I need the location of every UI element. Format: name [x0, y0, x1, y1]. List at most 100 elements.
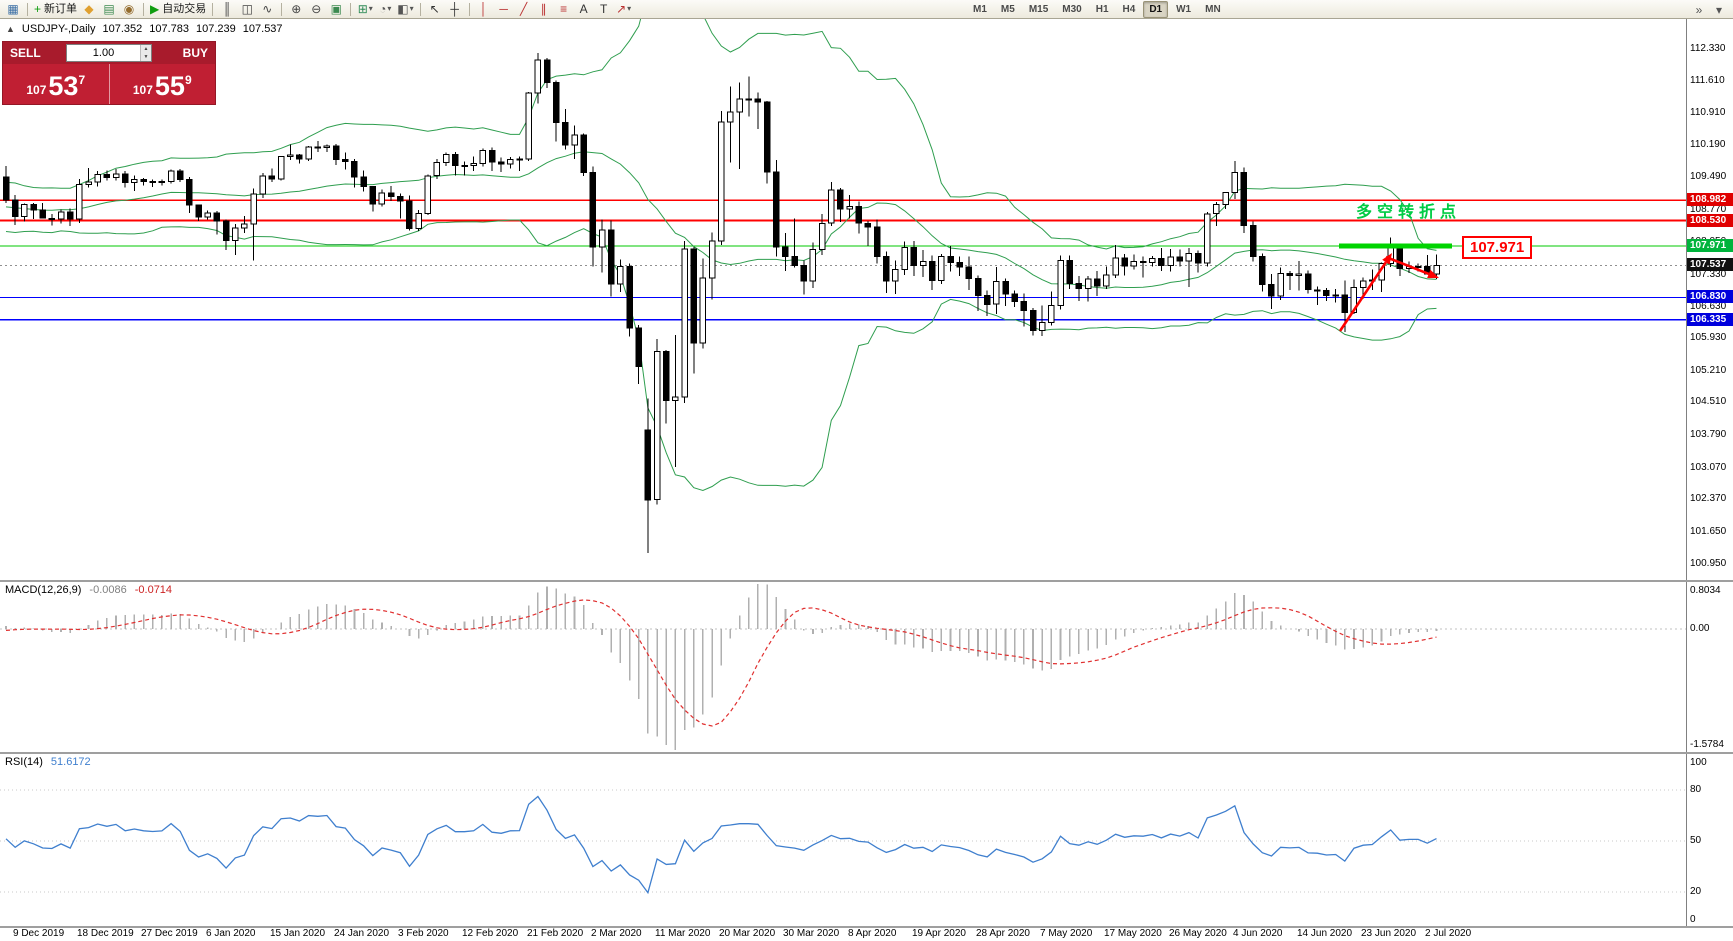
arrows-tool-icon[interactable]: ↗ ▾ [614, 1, 634, 18]
date-axis-label: 20 Mar 2020 [719, 928, 776, 939]
sell-price-pipette: 7 [78, 73, 86, 87]
line-chart-icon[interactable]: ∿ [257, 1, 277, 18]
date-axis-label: 14 Jun 2020 [1297, 928, 1353, 939]
timeframe-d1[interactable]: D1 [1143, 1, 1169, 18]
crosshair-icon[interactable]: ┼ [445, 1, 465, 18]
templates-icon-caret[interactable]: ▾ [409, 4, 414, 13]
indicators-icon[interactable]: ⊞ ▾ [355, 1, 375, 18]
timeframe-m5[interactable]: M5 [1000, 4, 1015, 15]
horizontal-line-icon[interactable]: ─ [494, 1, 514, 18]
sell-price-prefix: 107 [26, 83, 47, 97]
date-axis-label: 23 Jun 2020 [1361, 928, 1417, 939]
toolbar-separator [350, 2, 352, 16]
price-axis-tick: 105.210 [1690, 365, 1727, 376]
timeframe-w1[interactable]: W1 [1176, 4, 1192, 15]
volume-spin-buttons[interactable]: ▲ ▼ [140, 45, 151, 61]
horizontal-level-lines[interactable] [0, 199, 1686, 321]
terminal-icon[interactable]: ▤ [99, 1, 119, 18]
rsi-value: 51.6172 [50, 756, 91, 768]
bar-chart-icon[interactable]: ║ [217, 1, 237, 18]
autotrading-button-glyph: ▶ [150, 2, 160, 16]
collapse-trade-panel-icon[interactable]: ▲ [6, 24, 15, 34]
toolbar-separator [27, 2, 28, 16]
date-axis-label: 12 Feb 2020 [462, 928, 519, 939]
text-label-icon[interactable]: T [594, 1, 614, 18]
price-axis-tick: 107.330 [1690, 269, 1727, 280]
timeframe-m30[interactable]: M30 [1062, 4, 1082, 15]
rsi-dateaxis-divider[interactable] [0, 926, 1733, 928]
text-icon[interactable]: A [574, 1, 594, 18]
text-label-icon-glyph: T [599, 2, 608, 16]
new-chart-icon[interactable]: ▦ [3, 1, 23, 18]
timeframe-m15[interactable]: M15 [1028, 4, 1049, 15]
zoom-out-icon[interactable]: ⊖ [306, 1, 326, 18]
timeframe-h1[interactable]: H1 [1095, 4, 1109, 15]
turning-point-annotation[interactable]: 多空转折点 [1356, 204, 1462, 221]
rsi-line [5, 795, 1437, 895]
channel-icon[interactable]: ∥ [534, 1, 554, 18]
trendline-icon[interactable]: ╱ [514, 1, 534, 18]
price-axis-tick: 108.770 [1690, 204, 1727, 215]
volume-stepper[interactable]: 1.00 ▲ ▼ [66, 44, 152, 62]
date-axis-label: 24 Jan 2020 [334, 928, 390, 939]
terminal-icon-glyph: ▤ [103, 2, 115, 16]
toolbar-menu-icon[interactable]: ▾ [1709, 1, 1729, 18]
zoom-out-icon-glyph: ⊖ [311, 2, 322, 16]
arrows-tool-icon-caret[interactable]: ▾ [627, 4, 632, 13]
rsi-axis-max: 100 [1690, 757, 1707, 768]
drawn-arrows[interactable] [1338, 253, 1439, 332]
price-level-chip: 108.982 [1687, 193, 1733, 206]
cursor-icon[interactable]: ↖ [425, 1, 445, 18]
vertical-line-icon[interactable]: │ [474, 1, 494, 18]
tile-windows-icon[interactable]: ▣ [326, 1, 346, 18]
timeframe-mn[interactable]: MN [1205, 4, 1221, 15]
price-axis-tick: 105.930 [1690, 332, 1727, 343]
macd-axis-min: -1.5784 [1690, 739, 1724, 750]
indicators-icon-caret[interactable]: ▾ [368, 4, 373, 13]
volume-value[interactable]: 1.00 [92, 47, 115, 59]
volume-up-icon[interactable]: ▲ [141, 45, 151, 53]
timeframe-m1[interactable]: M1 [973, 4, 987, 15]
main-macd-divider[interactable] [0, 580, 1733, 582]
timeframe-h4[interactable]: H4 [1122, 4, 1136, 15]
toolbar-overflow-icon[interactable]: » [1689, 1, 1709, 18]
templates-icon[interactable]: ◧ ▾ [395, 1, 415, 18]
bollinger-bands [5, 19, 1437, 492]
buy-button[interactable]: 107 55 9 [110, 64, 216, 104]
metaeditor-icon[interactable]: ◆ [79, 1, 99, 18]
volume-down-icon[interactable]: ▼ [141, 53, 151, 61]
candlestick-chart-icon[interactable]: ◫ [237, 1, 257, 18]
sell-button[interactable]: 107 53 7 [3, 64, 110, 104]
sell-label[interactable]: SELL [10, 46, 41, 60]
date-axis[interactable]: 9 Dec 2019 18 Dec 2019 27 Dec 2019 6 Jan 20… [0, 927, 1733, 941]
price-axis[interactable]: 112.330 111.610 110.910 110.190 109.490 108.7… [1686, 19, 1733, 941]
buy-label[interactable]: BUY [182, 46, 208, 60]
navigator-icon[interactable]: ◉ [119, 1, 139, 18]
autotrading-button[interactable]: ▶ 自动交易 [148, 1, 208, 18]
level-price-tag[interactable]: 107.971 [1462, 236, 1533, 259]
price-axis-tick: 103.070 [1690, 462, 1727, 473]
indicators-icon-glyph: ⊞ [357, 2, 368, 16]
price-axis-tick: 100.950 [1690, 558, 1727, 569]
periods-icon-caret[interactable]: ▾ [387, 4, 392, 13]
crosshair-icon-glyph: ┼ [450, 2, 459, 16]
macd-signal-value: -0.0714 [134, 584, 173, 596]
price-axis-tick: 110.910 [1690, 107, 1726, 118]
zoom-in-icon[interactable]: ⊕ [286, 1, 306, 18]
fibonacci-icon[interactable]: ≡ [554, 1, 574, 18]
candlestick-chart-icon-glyph: ◫ [241, 2, 253, 16]
toolbar-right-icons: » ▾ [1689, 0, 1729, 19]
toolbar-menu-icon-glyph: ▾ [1715, 2, 1723, 17]
macd-rsi-divider[interactable] [0, 752, 1733, 754]
new-order-button-glyph: + [34, 2, 42, 16]
toolbar-icons: ▦ + 新订单 ◆ ▤ ◉ ▶ 自动交易 ║ ◫ ∿ ⊕ ⊖ ▣ ⊞ ▾ ◔ ▾ ◧ ▾ ↖ ┼ │ ─ ╱ ∥ ≡ A T ↗ ▾ [3, 0, 634, 18]
date-axis-label: 3 Feb 2020 [398, 928, 449, 939]
new-order-button[interactable]: + 新订单 [32, 1, 79, 18]
date-axis-label: 9 Dec 2019 [13, 928, 65, 939]
periods-icon[interactable]: ◔ ▾ [375, 1, 395, 18]
date-axis-label: 19 Apr 2020 [912, 928, 966, 939]
date-axis-label: 18 Dec 2019 [77, 928, 134, 939]
date-axis-label: 11 Mar 2020 [655, 928, 711, 939]
